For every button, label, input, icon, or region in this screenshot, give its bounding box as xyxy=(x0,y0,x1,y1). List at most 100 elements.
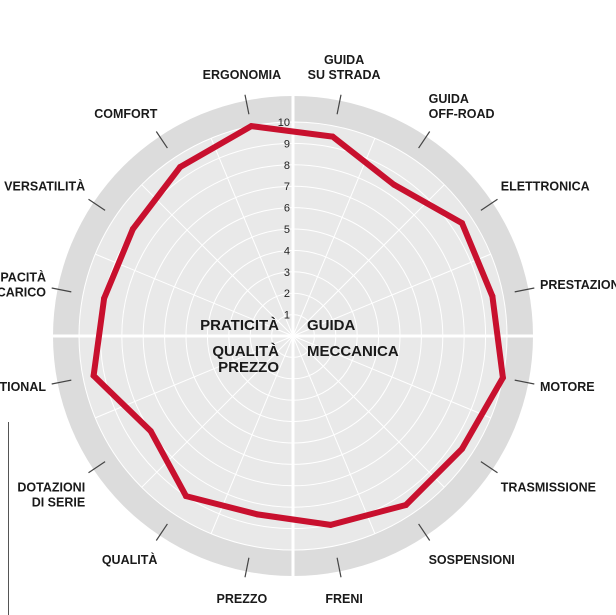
series-point-13 xyxy=(129,226,136,232)
axis-label-9: QUALITÀ xyxy=(102,552,158,567)
side-rule xyxy=(8,422,9,615)
axis-label-6-line-0: SOSPENSIONI xyxy=(429,553,515,567)
tick-label-6: 6 xyxy=(284,203,290,215)
axis-label-4-line-0: MOTORE xyxy=(540,380,595,394)
axis-label-0-line-1: SU STRADA xyxy=(308,68,381,82)
series-point-3 xyxy=(489,293,496,300)
group-label-0-line-0: PRATICITÀ xyxy=(200,317,279,334)
group-label-2-line-1: PREZZO xyxy=(218,359,279,376)
axis-label-1: GUIDA OFF-ROAD xyxy=(429,92,495,121)
leader-14 xyxy=(155,131,168,149)
tick-label-4: 4 xyxy=(284,245,290,257)
group-label-1: GUIDA xyxy=(307,317,356,334)
spoke-1 xyxy=(292,138,376,337)
series-layer xyxy=(90,122,507,528)
axis-label-10: DOTAZIONI DI SERIE xyxy=(17,481,85,510)
series-point-2 xyxy=(459,220,465,227)
series-point-4 xyxy=(499,374,506,381)
series-point-14 xyxy=(177,164,184,170)
leader-6 xyxy=(418,523,431,541)
series-point-11 xyxy=(90,372,97,379)
series-point-1 xyxy=(391,181,398,188)
tick-label-1: 1 xyxy=(284,310,290,322)
leader-7 xyxy=(336,557,342,578)
leader-3 xyxy=(514,287,535,293)
tick-label-10: 10 xyxy=(278,117,290,129)
axis-label-15-line-0: ERGONOMIA xyxy=(203,68,281,82)
spoke-6 xyxy=(292,335,445,488)
spoke-9 xyxy=(210,335,294,534)
spoke-2 xyxy=(292,184,445,337)
axis-label-11: OPTIONAL xyxy=(0,380,46,394)
group-label-2: QUALITÀ PREZZO xyxy=(212,343,279,376)
axis-label-5: TRASMISSIONE xyxy=(501,481,596,495)
axis-label-13: VERSATILITÀ xyxy=(4,178,85,193)
spoke-7 xyxy=(292,335,376,534)
leader-13 xyxy=(88,198,106,211)
axis-label-7-line-0: FRENI xyxy=(325,592,363,606)
axis-label-12-line-1: DI CARICO xyxy=(0,285,46,299)
axis-label-8-line-0: PREZZO xyxy=(217,592,268,606)
tick-label-5: 5 xyxy=(284,224,290,236)
group-labels: PRATICITÀ GUIDA QUALITÀ PREZZO MECCANICA xyxy=(200,317,399,376)
leader-2 xyxy=(480,198,498,211)
tick-label-8: 8 xyxy=(284,160,290,172)
spoke-15 xyxy=(210,138,294,337)
axis-label-9-line-0: QUALITÀ xyxy=(102,552,158,567)
spoke-13 xyxy=(95,253,294,337)
axis-label-0: GUIDA SU STRADA xyxy=(308,53,381,82)
leader-11 xyxy=(51,379,72,385)
axis-label-5-line-0: TRASMISSIONE xyxy=(501,481,596,495)
group-label-3: MECCANICA xyxy=(307,343,399,360)
axis-label-8: PREZZO xyxy=(217,592,268,606)
axis-label-6: SOSPENSIONI xyxy=(429,553,515,567)
spoke-3 xyxy=(292,253,491,337)
leader-12 xyxy=(51,287,72,293)
axis-label-15: ERGONOMIA xyxy=(203,68,281,82)
spoke-14 xyxy=(141,184,294,337)
label-leaders xyxy=(51,94,535,578)
axis-label-14: COMFORT xyxy=(94,107,158,121)
series-point-5 xyxy=(459,445,465,452)
group-label-0: PRATICITÀ xyxy=(200,317,279,334)
axis-label-7: FRENI xyxy=(325,592,363,606)
group-label-3-line-0: MECCANICA xyxy=(307,343,399,360)
leader-4 xyxy=(514,379,535,385)
leader-8 xyxy=(244,557,250,578)
axis-label-3: PRESTAZIONI xyxy=(540,278,616,292)
leader-1 xyxy=(418,131,431,149)
axis-label-12: CAPACITÀDI CARICO xyxy=(0,269,46,299)
leader-5 xyxy=(480,461,498,474)
series-point-7 xyxy=(327,521,334,528)
series-point-8 xyxy=(254,511,261,518)
tick-label-7: 7 xyxy=(284,181,290,193)
tick-labels: 1 2 3 4 5 6 7 8 9 10 xyxy=(278,117,290,322)
series-point-12 xyxy=(101,295,108,302)
axis-label-1-line-0: GUIDA xyxy=(429,92,469,106)
axis-label-10-line-1: DI SERIE xyxy=(32,496,86,510)
spoke-11 xyxy=(95,335,294,419)
axis-label-10-line-0: DOTAZIONI xyxy=(17,481,85,495)
axis-label-14-line-0: COMFORT xyxy=(94,107,158,121)
axis-label-1-line-1: OFF-ROAD xyxy=(429,107,495,121)
spoke-5 xyxy=(292,335,491,419)
tick-label-2: 2 xyxy=(284,288,290,300)
series-point-10 xyxy=(147,428,154,435)
leader-0 xyxy=(336,94,342,115)
group-label-1-line-0: GUIDA xyxy=(307,317,356,334)
leader-10 xyxy=(88,461,106,474)
tick-label-3: 3 xyxy=(284,267,290,279)
group-label-2-line-0: QUALITÀ xyxy=(212,343,279,360)
axis-label-2-line-0: ELETTRONICA xyxy=(501,179,590,193)
series-point-15 xyxy=(248,123,255,130)
axis-label-0-line-0: GUIDA xyxy=(324,53,364,67)
leader-9 xyxy=(155,523,168,541)
axis-label-3-line-0: PRESTAZIONI xyxy=(540,278,616,292)
series-point-6 xyxy=(402,502,409,508)
axis-label-4: MOTORE xyxy=(540,380,595,394)
axis-label-13-line-0: VERSATILITÀ xyxy=(4,178,85,193)
axis-label-12-line-0: CAPACITÀ xyxy=(0,269,46,284)
tick-label-9: 9 xyxy=(284,138,290,150)
